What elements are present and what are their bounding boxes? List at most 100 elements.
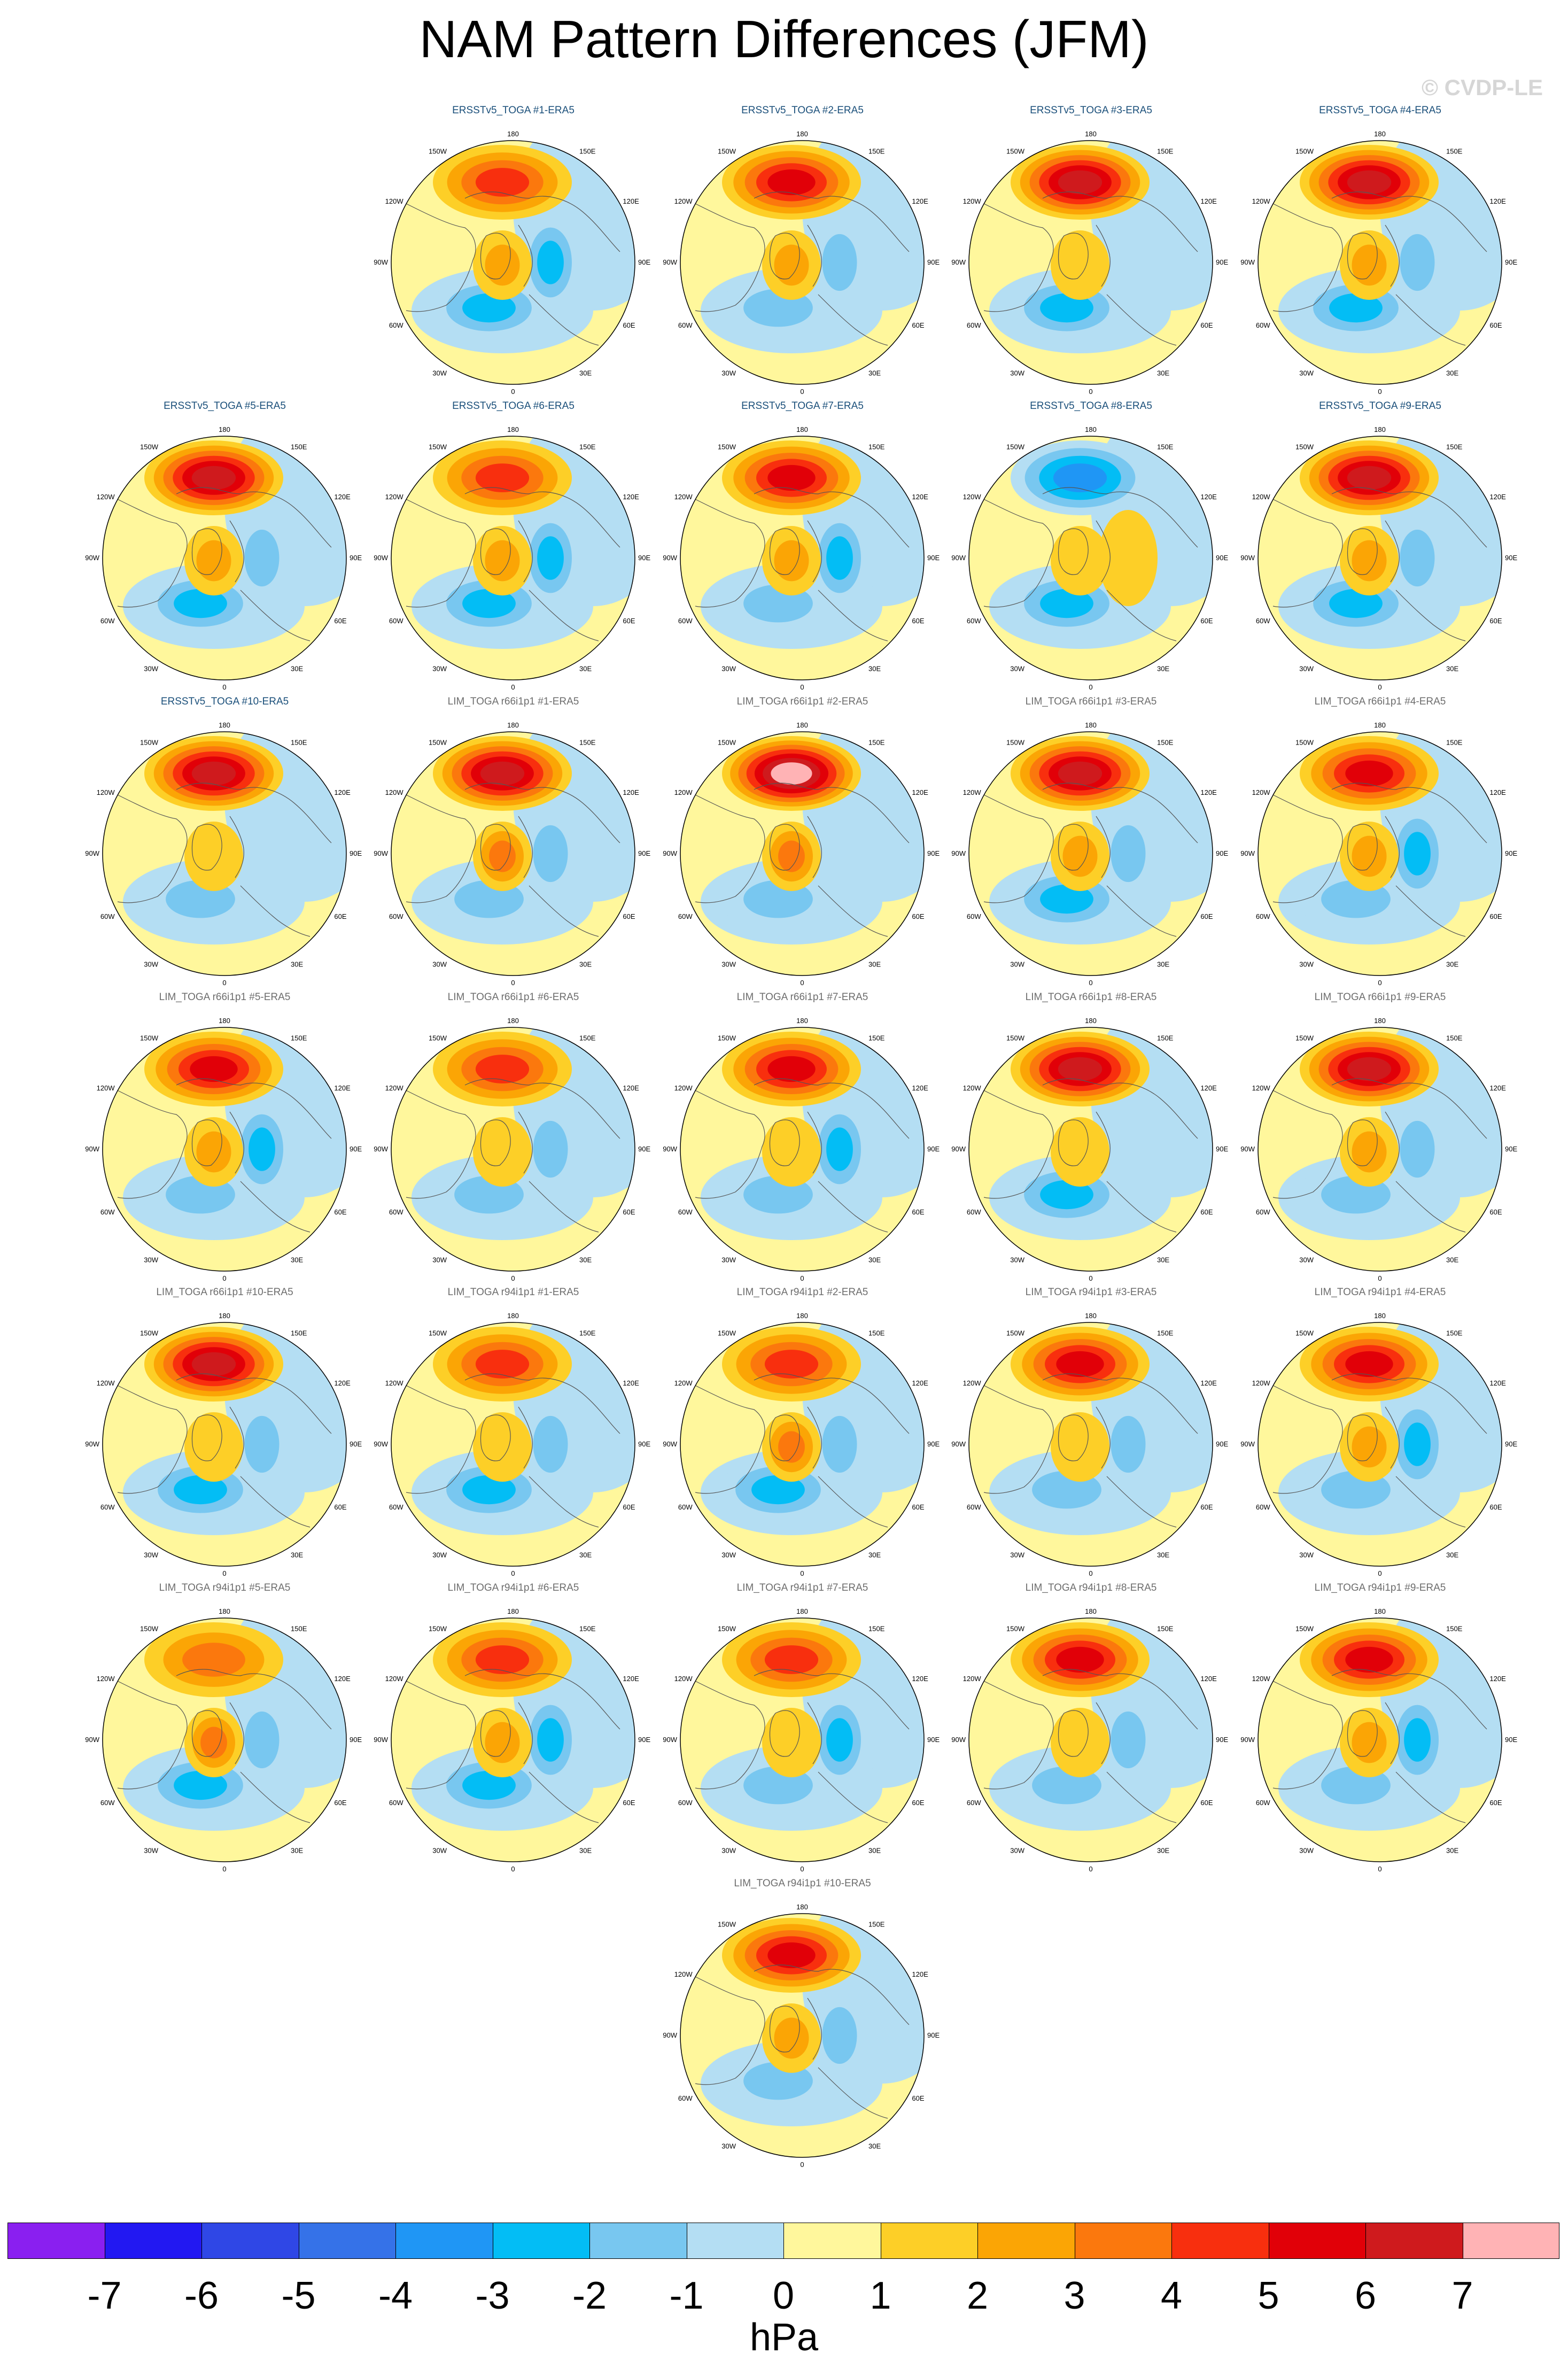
coastlines (406, 1373, 620, 1528)
arctic-anomaly (473, 822, 532, 891)
pacific-anomaly-level (475, 463, 530, 492)
atlantic-anomaly-level (462, 1770, 516, 1800)
longitude-label: 90E (350, 849, 362, 857)
panel-title: LIM_TOGA r66i1p1 #7-ERA5 (736, 992, 868, 1003)
longitude-label: 0 (511, 1274, 515, 1281)
arctic-anomaly (1051, 1708, 1109, 1777)
longitude-label: 120E (1200, 1084, 1217, 1092)
longitude-label: 60E (623, 1503, 635, 1511)
pacific-anomaly (1300, 1622, 1439, 1697)
eurasia-anomaly (521, 510, 580, 606)
arctic-anomaly (184, 1412, 243, 1482)
longitude-label: 120E (1200, 1379, 1217, 1387)
eurasia-anomaly-level (1400, 234, 1435, 291)
longitude-label: 90W (374, 849, 388, 857)
pacific-anomaly-level (1345, 1646, 1393, 1673)
arctic-anomaly (1340, 1708, 1399, 1777)
anomaly-field (391, 1618, 635, 1862)
longitude-label: 120W (963, 1675, 982, 1683)
longitude-label: 30W (1010, 960, 1024, 968)
eurasia-anomaly (810, 1101, 869, 1197)
coastlines (983, 783, 1198, 937)
eurasia-anomaly (810, 806, 869, 902)
pacific-anomaly-level (1058, 761, 1103, 786)
longitude-label: 180 (796, 1017, 808, 1025)
eurasia-anomaly (1388, 1396, 1447, 1492)
longitude-label: 150E (1157, 739, 1174, 747)
map-border (680, 140, 925, 385)
longitude-label: 150W (1295, 1625, 1314, 1633)
longitude-label: 90W (951, 1736, 966, 1744)
arctic-anomaly (762, 2003, 821, 2073)
atlantic-anomaly-level (462, 589, 516, 618)
pacific-anomaly (1011, 145, 1150, 220)
panel-title: ERSSTv5_TOGA #10-ERA5 (160, 696, 289, 707)
map-panel: LIM_TOGA r66i1p1 #1-ERA5 180 0 150W 150E 120W… (369, 695, 658, 985)
longitude-label: 180 (1374, 425, 1386, 434)
eurasia-anomaly (1099, 1101, 1158, 1197)
map-panel: LIM_TOGA r94i1p1 #6-ERA5 180 0 150W 150E 120W… (369, 1582, 658, 1871)
longitude-label: 180 (1374, 1607, 1386, 1615)
arctic-anomaly (1051, 1117, 1109, 1187)
longitude-label: 120W (385, 788, 404, 796)
eurasia-anomaly (1388, 806, 1447, 902)
atlantic-anomaly-level (1040, 1180, 1093, 1210)
longitude-label: 60W (678, 2094, 693, 2102)
arctic-anomaly-level (1051, 1708, 1109, 1777)
pacific-anomaly-level (1058, 1057, 1103, 1081)
anomaly-field (680, 1618, 924, 1862)
arctic-anomaly (762, 526, 821, 595)
arctic-anomaly (184, 822, 243, 891)
eurasia-anomaly (521, 1692, 580, 1788)
anomaly-field (391, 436, 635, 680)
longitude-label: 30W (721, 2142, 736, 2150)
longitude-label: 30E (1157, 960, 1169, 968)
longitude-label: 180 (796, 425, 808, 434)
polar-map: 180 0 150W 150E 120W 120E 90W 90E 60W 60E 30W 30E (374, 1017, 650, 1281)
longitude-label: 60W (389, 1503, 403, 1511)
coastlines (1272, 487, 1487, 641)
longitude-label: 120E (334, 1379, 351, 1387)
panel-title: LIM_TOGA r94i1p1 #5-ERA5 (159, 1582, 291, 1593)
pacific-anomaly-level (1056, 1646, 1104, 1673)
longitude-label: 150W (429, 1034, 447, 1042)
coastlines (1272, 1078, 1487, 1233)
map-border (102, 436, 347, 680)
longitude-label: 150E (291, 443, 307, 451)
longitude-label: 30E (1157, 1846, 1169, 1854)
longitude-label: 60W (1256, 1799, 1270, 1807)
eurasia-anomaly-level (822, 1415, 857, 1473)
arctic-anomaly-level (473, 1412, 532, 1482)
longitude-label: 90E (350, 1440, 362, 1448)
arctic-anomaly (762, 1708, 821, 1777)
anomaly-field (391, 1322, 635, 1566)
longitude-label: 120W (1252, 1379, 1271, 1387)
polar-map: 180 0 150W 150E 120W 120E 90W 90E 60W 60E 30W 30E (663, 1607, 940, 1871)
arctic-anomaly-level (762, 1708, 821, 1777)
longitude-label: 150E (579, 1034, 596, 1042)
polar-map: 180 0 150W 150E 120W 120E 90W 90E 60W 60E 30W 30E (663, 721, 940, 985)
longitude-label: 30W (432, 1256, 447, 1264)
panel-title: LIM_TOGA r66i1p1 #1-ERA5 (447, 696, 579, 707)
longitude-label: 90W (663, 849, 677, 857)
longitude-label: 120W (963, 197, 982, 205)
longitude-label: 90W (663, 1145, 677, 1153)
arctic-anomaly (473, 230, 532, 300)
longitude-label: 60W (1256, 617, 1270, 625)
panel-title: ERSSTv5_TOGA #2-ERA5 (741, 105, 864, 116)
longitude-label: 90W (951, 1440, 966, 1448)
longitude-label: 150E (579, 1329, 596, 1337)
coastlines (406, 1078, 620, 1233)
colorbar-box (686, 2223, 783, 2259)
longitude-label: 60E (623, 617, 635, 625)
arctic-anomaly-level (1062, 835, 1098, 877)
longitude-label: 30W (721, 1256, 736, 1264)
longitude-label: 90W (951, 849, 966, 857)
panel-title: LIM_TOGA r94i1p1 #4-ERA5 (1314, 1287, 1446, 1298)
longitude-label: 150E (291, 739, 307, 747)
longitude-label: 180 (507, 1607, 519, 1615)
longitude-label: 180 (1374, 721, 1386, 729)
map-panel: LIM_TOGA r66i1p1 #5-ERA5 180 0 150W 150E 120W… (80, 991, 369, 1281)
map-panel: ERSSTv5_TOGA #9-ERA5 180 0 150W 150E 120W 120E… (1236, 400, 1525, 690)
panel-title: LIM_TOGA r66i1p1 #10-ERA5 (156, 1287, 293, 1298)
